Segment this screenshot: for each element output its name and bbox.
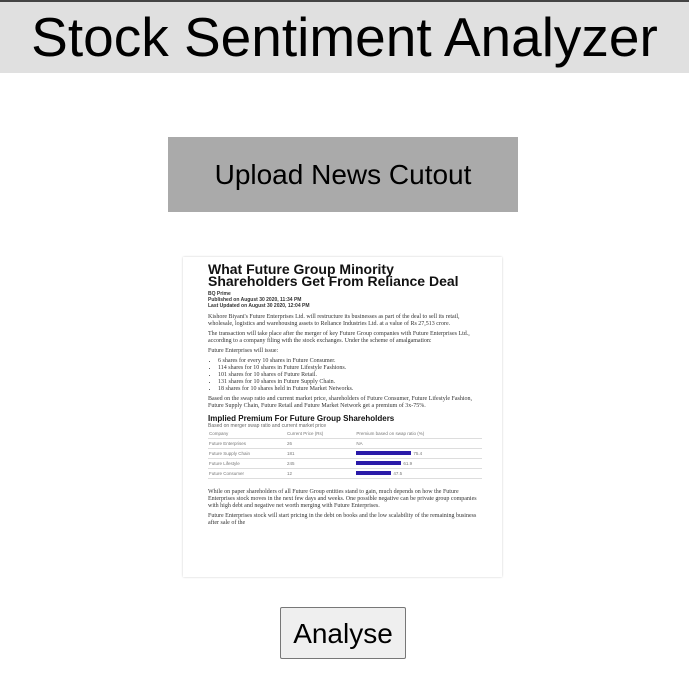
column-header: Current Price (Rs): [286, 429, 356, 439]
premium-label: 75.4: [413, 451, 423, 456]
bullet: 101 shares for 10 shares of Future Retai…: [218, 372, 482, 379]
table-cell: Future Lifestyle: [208, 458, 287, 469]
table-cell: Future Consumer: [208, 468, 287, 479]
table-row: Future Lifestyle 245 61.9: [208, 458, 482, 469]
table-row: Future Supply Chain 181 75.4: [208, 448, 482, 459]
bullet: 114 shares for 10 shares in Future Lifes…: [218, 365, 482, 372]
news-cutout-image: What Future Group Minority Shareholders …: [183, 257, 502, 577]
premium-bar: [356, 471, 392, 475]
premium-label: 61.9: [403, 461, 413, 466]
premium-bar: [356, 451, 412, 455]
table-cell: 47.5: [355, 468, 482, 479]
table-cell: 245: [286, 458, 356, 469]
upload-button[interactable]: Upload News Cutout: [168, 137, 518, 212]
table-cell: 61.9: [355, 458, 482, 469]
bullet-list: 6 shares for every 10 shares in Future C…: [208, 358, 482, 393]
table-cell: 75.4: [355, 448, 482, 459]
bullet: 6 shares for every 10 shares in Future C…: [218, 358, 482, 365]
paragraph: Future Enterprises stock will start pric…: [208, 513, 477, 526]
paragraph: Kishore Biyani's Future Enterprises Ltd.…: [208, 314, 460, 327]
table-cell: Future Enterprises: [208, 438, 287, 449]
note: Based on the swap ratio and current mark…: [208, 396, 473, 409]
premium-label: 47.5: [393, 471, 403, 476]
headline: What Future Group Minority Shareholders …: [208, 261, 459, 289]
app-title: Stock Sentiment Analyzer: [0, 0, 689, 73]
column-header: Company: [208, 429, 287, 439]
paragraph: Future Enterprises will issue:: [208, 348, 279, 354]
bullet: 131 shares for 10 shares in Future Suppl…: [218, 379, 482, 386]
table-header: Company Current Price (Rs) Premium based o…: [208, 429, 482, 439]
table-cell: NA: [355, 438, 482, 449]
bullet: 18 shares for 10 shares held in Future M…: [218, 386, 482, 393]
updated: Last Updated on August 30 2020, 12:04 PM: [208, 303, 310, 309]
column-header: Premium based on swap ratio (%): [355, 429, 482, 439]
table-row: Future Enterprises 26 NA: [208, 438, 482, 449]
paragraph: While on paper shareholders of all Futur…: [208, 489, 477, 509]
table-cell: 181: [286, 448, 356, 459]
table-cell: 12: [286, 468, 356, 479]
byline: BQ Prime: [208, 291, 231, 297]
table-cell: Future Supply Chain: [208, 448, 287, 459]
paragraphs: Kishore Biyani's Future Enterprises Ltd.…: [208, 314, 482, 355]
table-title: Implied Premium For Future Group Shareho…: [208, 414, 395, 423]
table-cell: 26: [286, 438, 356, 449]
analyse-button[interactable]: Analyse: [280, 607, 406, 659]
premium-bar: [356, 461, 402, 465]
table-row: Future Consumer 12 47.5: [208, 468, 482, 479]
closing-paragraphs: While on paper shareholders of all Futur…: [208, 489, 482, 527]
published: Published on August 30 2020, 11:34 PM: [208, 297, 302, 303]
premium-table: Company Current Price (Rs) Premium based o…: [208, 429, 482, 479]
table-subtitle: Based on merger swap ratio and current m…: [208, 423, 327, 429]
paragraph: The transaction will take place after th…: [208, 331, 470, 344]
